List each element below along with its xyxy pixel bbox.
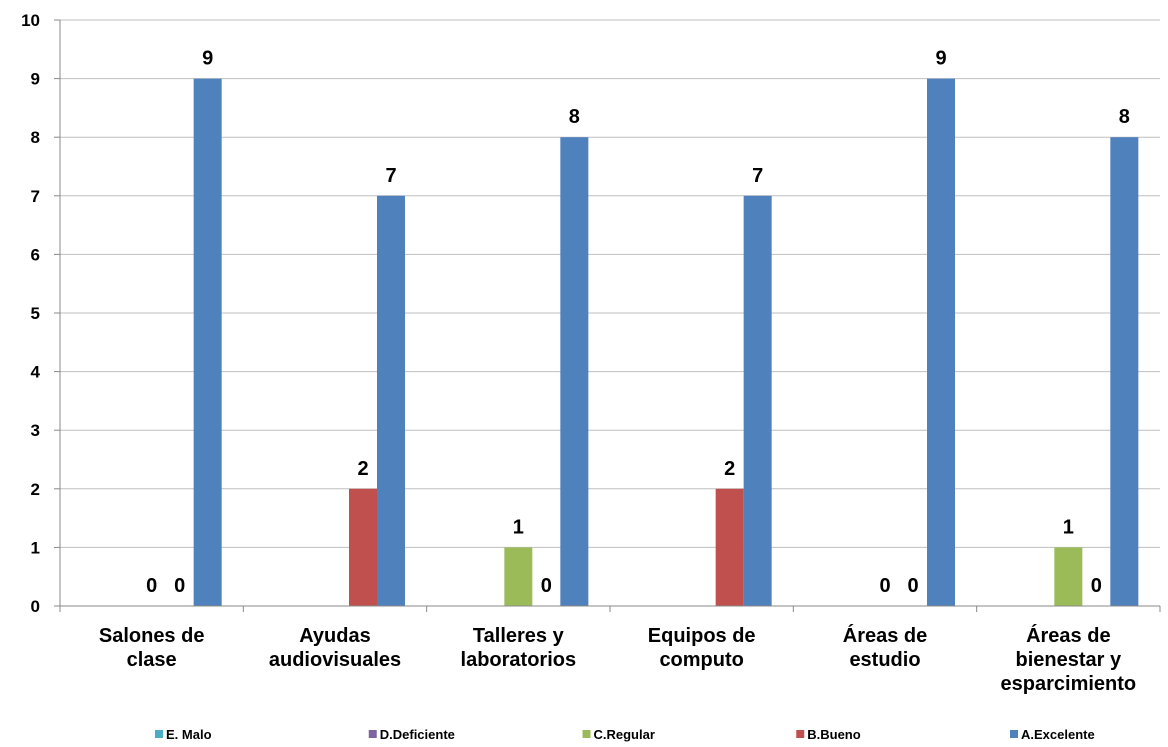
- axes: [59, 20, 1161, 612]
- bar: [1110, 137, 1139, 606]
- x-axis-categories: Salones de clase Ayudas audiovisuales Taller…: [99, 624, 1136, 695]
- y-tick-label: 4: [31, 363, 41, 382]
- y-tick-label: 7: [31, 187, 40, 206]
- data-label: 8: [569, 106, 580, 128]
- bar: [1054, 547, 1083, 606]
- data-label: 0: [146, 575, 157, 597]
- data-label: 1: [1063, 516, 1074, 538]
- legend-label: B.Bueno: [807, 727, 861, 742]
- y-tick-label: 0: [31, 597, 40, 616]
- data-label: 9: [202, 48, 213, 70]
- x-category-label: Talleres y laboratorios: [461, 625, 577, 671]
- y-tick-label: 5: [31, 304, 40, 323]
- legend-label: E. Malo: [166, 727, 212, 742]
- legend: E. Malo D.Deficiente C.Regular B.Bueno A.Exc…: [155, 727, 1095, 742]
- data-label: 2: [724, 458, 735, 480]
- x-category-label-line: Equipos de: [648, 625, 756, 647]
- data-label: 1: [513, 516, 524, 538]
- legend-swatch: [368, 730, 377, 738]
- data-label: 0: [174, 575, 185, 597]
- x-category-label-line: Áreas de: [1026, 624, 1111, 647]
- legend-swatch: [1010, 730, 1018, 738]
- data-label: 8: [1119, 106, 1130, 128]
- data-label: 0: [1091, 575, 1102, 597]
- y-tick-label: 6: [31, 245, 40, 264]
- data-label: 7: [385, 165, 396, 187]
- x-category-label: Áreas de bienestar y esparcimiento: [1001, 624, 1137, 695]
- x-category-label: Salones de clase: [99, 625, 205, 671]
- data-label: 2: [357, 458, 368, 480]
- bar: [504, 547, 533, 606]
- x-category-label-line: clase: [127, 649, 177, 671]
- x-category-label-line: audiovisuales: [269, 649, 401, 671]
- data-label: 0: [879, 575, 890, 597]
- bars: [193, 78, 1139, 607]
- x-category-label-line: laboratorios: [461, 649, 577, 671]
- y-tick-label: 8: [31, 128, 40, 147]
- legend-label: C.Regular: [594, 727, 655, 742]
- legend-swatch: [155, 730, 163, 738]
- bar: [377, 195, 405, 607]
- x-category-label: Ayudas audiovisuales: [269, 625, 401, 671]
- legend-swatch: [796, 730, 805, 738]
- y-tick-label: 9: [31, 70, 40, 89]
- y-axis-ticks: 0 1 2 3 4 5 6 7 8 9 10: [21, 11, 40, 616]
- legend-label: A.Excelente: [1021, 727, 1095, 742]
- bar: [715, 488, 744, 606]
- y-tick-label: 10: [21, 11, 40, 30]
- x-category-label: Equipos de computo: [648, 625, 756, 671]
- x-category-label-line: esparcimiento: [1001, 673, 1137, 695]
- y-tick-label: 2: [31, 480, 40, 499]
- x-category-label-line: Talleres y: [473, 625, 565, 647]
- data-label: 9: [935, 48, 946, 70]
- x-category-label: Áreas de estudio: [843, 624, 928, 671]
- bar: [349, 488, 377, 606]
- x-category-label-line: computo: [659, 649, 743, 671]
- y-tick-label: 1: [31, 538, 40, 557]
- x-category-label-line: Ayudas: [299, 625, 371, 647]
- legend-label: D.Deficiente: [380, 727, 455, 742]
- x-category-label-line: estudio: [849, 649, 920, 671]
- x-category-label-line: bienestar y: [1016, 649, 1122, 671]
- data-label: 7: [752, 165, 763, 187]
- gridlines: [54, 19, 1160, 607]
- data-label: 0: [541, 575, 552, 597]
- x-category-label-line: Salones de: [99, 625, 205, 647]
- bar: [193, 78, 222, 607]
- bar: [743, 195, 772, 607]
- data-label: 0: [907, 575, 918, 597]
- y-tick-label: 3: [31, 421, 40, 440]
- bar: [560, 137, 589, 606]
- legend-swatch: [582, 730, 591, 738]
- x-category-label-line: Áreas de: [843, 624, 928, 647]
- bar: [927, 78, 955, 607]
